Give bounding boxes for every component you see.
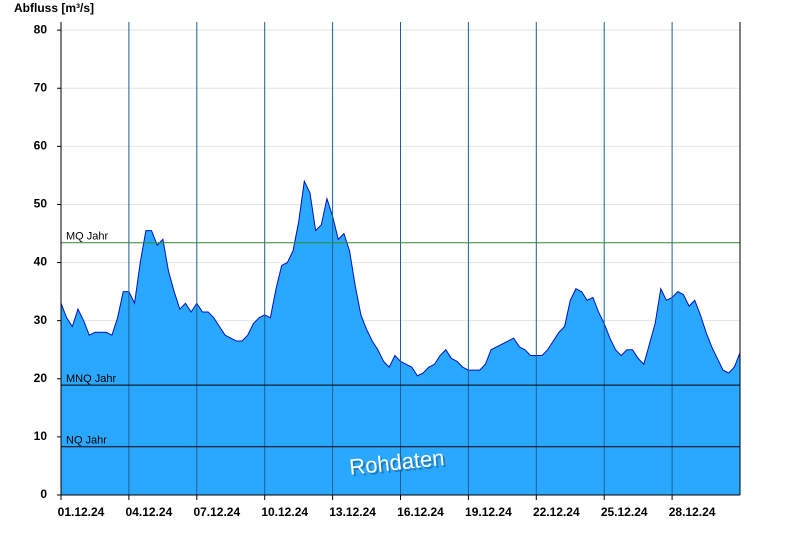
y-tick-label: 60 (34, 139, 48, 153)
x-tick-label: 01.12.24 (58, 505, 105, 519)
y-tick-label: 40 (34, 255, 48, 269)
x-tick-label: 28.12.24 (669, 505, 716, 519)
reference-label: MQ Jahr (66, 231, 109, 243)
y-tick-label: 70 (34, 80, 48, 94)
reference-label: MNQ Jahr (66, 373, 116, 385)
reference-label: NQ Jahr (66, 435, 107, 447)
y-tick-label: 20 (34, 371, 48, 385)
y-tick-label: 80 (34, 22, 48, 36)
y-tick-label: 0 (40, 487, 47, 501)
y-tick-label: 30 (34, 313, 48, 327)
x-tick-label: 13.12.24 (329, 505, 376, 519)
x-tick-label: 04.12.24 (126, 505, 173, 519)
y-tick-label: 50 (34, 197, 48, 211)
x-tick-label: 16.12.24 (397, 505, 444, 519)
x-tick-label: 10.12.24 (261, 505, 308, 519)
x-tick-label: 07.12.24 (193, 505, 240, 519)
x-tick-label: 22.12.24 (533, 505, 580, 519)
y-axis-label: Abfluss [m³/s] (14, 1, 94, 15)
area (61, 181, 740, 495)
x-tick-label: 25.12.24 (601, 505, 648, 519)
y-tick-label: 10 (34, 429, 48, 443)
x-tick-label: 19.12.24 (465, 505, 512, 519)
